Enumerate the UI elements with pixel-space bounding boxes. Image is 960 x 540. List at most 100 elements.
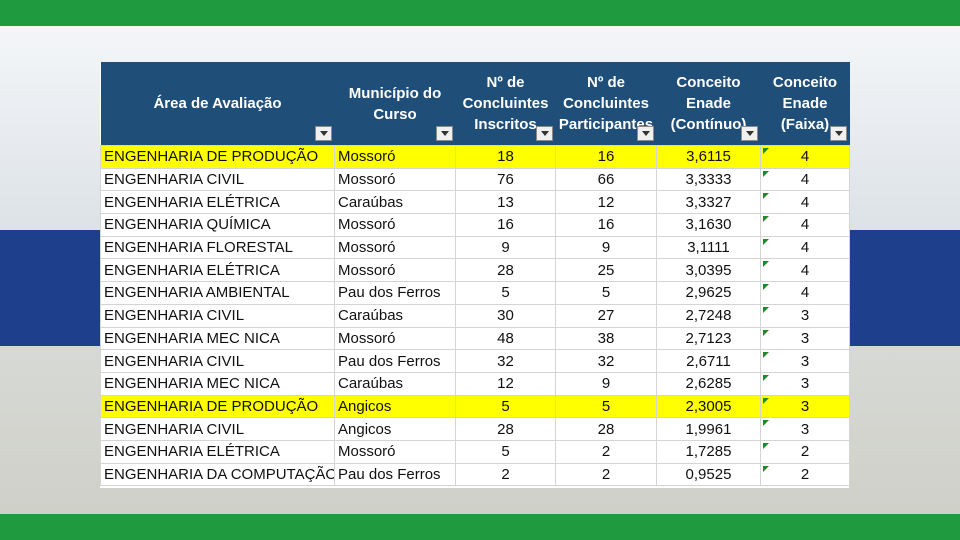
cell-municipio[interactable]: Mossoró bbox=[334, 326, 456, 351]
cell-inscritos[interactable]: 48 bbox=[455, 326, 556, 351]
cell-inscritos[interactable]: 5 bbox=[455, 394, 556, 419]
cell-inscritos[interactable]: 5 bbox=[455, 281, 556, 305]
cell-faixa[interactable]: 4 bbox=[760, 213, 850, 237]
cell-continuo[interactable]: 2,6711 bbox=[656, 349, 761, 373]
cell-area[interactable]: ENGENHARIA CIVIL bbox=[100, 417, 335, 441]
cell-inscritos[interactable]: 13 bbox=[455, 190, 556, 215]
cell-inscritos[interactable]: 5 bbox=[455, 439, 556, 464]
cell-municipio[interactable]: Caraúbas bbox=[334, 190, 456, 215]
filter-dropdown-icon[interactable] bbox=[740, 126, 758, 141]
cell-inscritos[interactable]: 16 bbox=[455, 213, 556, 237]
cell-participantes[interactable]: 2 bbox=[555, 439, 657, 464]
cell-faixa[interactable]: 4 bbox=[760, 281, 850, 305]
cell-area[interactable]: ENGENHARIA DE PRODUÇÃO bbox=[100, 145, 335, 169]
cell-municipio[interactable]: Mossoró bbox=[334, 235, 456, 260]
cell-faixa[interactable]: 2 bbox=[760, 439, 850, 464]
cell-faixa[interactable]: 3 bbox=[760, 326, 850, 351]
cell-faixa[interactable]: 2 bbox=[760, 462, 850, 487]
cell-area[interactable]: ENGENHARIA ELÉTRICA bbox=[100, 439, 335, 464]
cell-municipio[interactable]: Pau dos Ferros bbox=[334, 462, 456, 487]
cell-participantes[interactable]: 27 bbox=[555, 303, 657, 328]
cell-participantes[interactable]: 66 bbox=[555, 167, 657, 192]
cell-area[interactable]: ENGENHARIA DE PRODUÇÃO bbox=[100, 394, 335, 419]
cell-inscritos[interactable]: 32 bbox=[455, 349, 556, 373]
cell-inscritos[interactable]: 28 bbox=[455, 417, 556, 441]
cell-continuo[interactable]: 2,7123 bbox=[656, 326, 761, 351]
cell-faixa[interactable]: 3 bbox=[760, 349, 850, 373]
cell-continuo[interactable]: 3,3333 bbox=[656, 167, 761, 192]
cell-inscritos[interactable]: 12 bbox=[455, 371, 556, 396]
cell-inscritos[interactable]: 2 bbox=[455, 462, 556, 487]
filter-dropdown-icon[interactable] bbox=[435, 126, 453, 141]
cell-faixa[interactable]: 4 bbox=[760, 235, 850, 260]
cell-participantes[interactable]: 25 bbox=[555, 258, 657, 283]
cell-faixa[interactable]: 3 bbox=[760, 417, 850, 441]
cell-inscritos[interactable]: 18 bbox=[455, 145, 556, 169]
cell-continuo[interactable]: 3,0395 bbox=[656, 258, 761, 283]
cell-inscritos[interactable]: 30 bbox=[455, 303, 556, 328]
cell-continuo[interactable]: 3,6115 bbox=[656, 145, 761, 169]
cell-continuo[interactable]: 3,1111 bbox=[656, 235, 761, 260]
cell-faixa[interactable]: 3 bbox=[760, 303, 850, 328]
cell-municipio[interactable]: Pau dos Ferros bbox=[334, 281, 456, 305]
cell-faixa[interactable]: 3 bbox=[760, 394, 850, 419]
cell-municipio[interactable]: Pau dos Ferros bbox=[334, 349, 456, 373]
filter-dropdown-icon[interactable] bbox=[314, 126, 332, 141]
cell-participantes[interactable]: 28 bbox=[555, 417, 657, 441]
cell-municipio[interactable]: Mossoró bbox=[334, 258, 456, 283]
filter-dropdown-icon[interactable] bbox=[535, 126, 553, 141]
cell-faixa[interactable]: 4 bbox=[760, 167, 850, 192]
cell-municipio[interactable]: Mossoró bbox=[334, 167, 456, 192]
cell-participantes[interactable]: 38 bbox=[555, 326, 657, 351]
cell-participantes[interactable]: 32 bbox=[555, 349, 657, 373]
cell-continuo[interactable]: 0,9525 bbox=[656, 462, 761, 487]
cell-municipio[interactable]: Angicos bbox=[334, 417, 456, 441]
cell-municipio[interactable]: Caraúbas bbox=[334, 371, 456, 396]
cell-area[interactable]: ENGENHARIA QUÍMICA bbox=[100, 213, 335, 237]
cell-continuo[interactable]: 2,7248 bbox=[656, 303, 761, 328]
cell-area[interactable]: ENGENHARIA CIVIL bbox=[100, 303, 335, 328]
table-row: ENGENHARIA QUÍMICA Mossoró 16 16 3,1630 4 bbox=[100, 213, 850, 237]
cell-faixa[interactable]: 4 bbox=[760, 258, 850, 283]
cell-continuo[interactable]: 2,3005 bbox=[656, 394, 761, 419]
cell-area[interactable]: ENGENHARIA AMBIENTAL bbox=[100, 281, 335, 305]
cell-faixa[interactable]: 4 bbox=[760, 145, 850, 169]
cell-municipio[interactable]: Mossoró bbox=[334, 439, 456, 464]
cell-participantes[interactable]: 12 bbox=[555, 190, 657, 215]
cell-participantes[interactable]: 9 bbox=[555, 235, 657, 260]
enade-table: Área de Avaliação Município do Curso Nº … bbox=[100, 62, 850, 487]
cell-area[interactable]: ENGENHARIA CIVIL bbox=[100, 349, 335, 373]
cell-participantes[interactable]: 16 bbox=[555, 145, 657, 169]
filter-dropdown-icon[interactable] bbox=[636, 126, 654, 141]
cell-participantes[interactable]: 2 bbox=[555, 462, 657, 487]
cell-participantes[interactable]: 9 bbox=[555, 371, 657, 396]
cell-inscritos[interactable]: 9 bbox=[455, 235, 556, 260]
table-row: ENGENHARIA MEC NICA Mossoró 48 38 2,7123 3 bbox=[100, 326, 850, 351]
cell-continuo[interactable]: 2,9625 bbox=[656, 281, 761, 305]
cell-area[interactable]: ENGENHARIA ELÉTRICA bbox=[100, 258, 335, 283]
cell-continuo[interactable]: 3,3327 bbox=[656, 190, 761, 215]
cell-participantes[interactable]: 5 bbox=[555, 281, 657, 305]
cell-area[interactable]: ENGENHARIA MEC NICA bbox=[100, 371, 335, 396]
cell-inscritos[interactable]: 76 bbox=[455, 167, 556, 192]
cell-municipio[interactable]: Angicos bbox=[334, 394, 456, 419]
cell-continuo[interactable]: 1,9961 bbox=[656, 417, 761, 441]
table-row: ENGENHARIA DE PRODUÇÃO Mossoró 18 16 3,6115 4 bbox=[100, 145, 850, 169]
cell-participantes[interactable]: 5 bbox=[555, 394, 657, 419]
cell-continuo[interactable]: 1,7285 bbox=[656, 439, 761, 464]
cell-municipio[interactable]: Mossoró bbox=[334, 213, 456, 237]
cell-continuo[interactable]: 3,1630 bbox=[656, 213, 761, 237]
cell-participantes[interactable]: 16 bbox=[555, 213, 657, 237]
cell-area[interactable]: ENGENHARIA MEC NICA bbox=[100, 326, 335, 351]
cell-area[interactable]: ENGENHARIA FLORESTAL bbox=[100, 235, 335, 260]
cell-area[interactable]: ENGENHARIA ELÉTRICA bbox=[100, 190, 335, 215]
cell-municipio[interactable]: Mossoró bbox=[334, 145, 456, 169]
cell-continuo[interactable]: 2,6285 bbox=[656, 371, 761, 396]
filter-dropdown-icon[interactable] bbox=[829, 126, 847, 141]
cell-inscritos[interactable]: 28 bbox=[455, 258, 556, 283]
cell-municipio[interactable]: Caraúbas bbox=[334, 303, 456, 328]
cell-faixa[interactable]: 3 bbox=[760, 371, 850, 396]
cell-area[interactable]: ENGENHARIA CIVIL bbox=[100, 167, 335, 192]
cell-area[interactable]: ENGENHARIA DA COMPUTAÇÃO bbox=[100, 462, 335, 487]
cell-faixa[interactable]: 4 bbox=[760, 190, 850, 215]
